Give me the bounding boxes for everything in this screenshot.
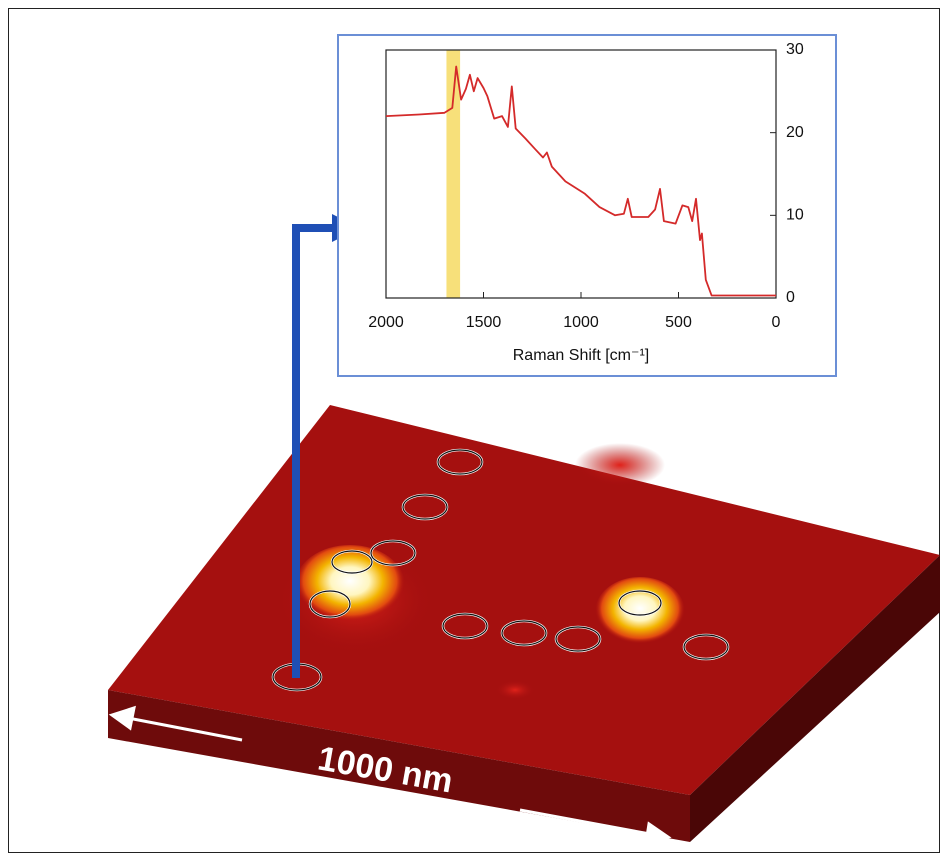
y-tick-label: 0 bbox=[786, 289, 795, 306]
x-tick-label: 2000 bbox=[368, 314, 404, 331]
y-tick-label: 30 bbox=[786, 41, 804, 58]
y-tick-label: 10 bbox=[786, 207, 804, 224]
x-tick-label: 1500 bbox=[466, 314, 502, 331]
x-tick-label: 500 bbox=[665, 314, 692, 331]
x-tick-label: 0 bbox=[772, 314, 781, 331]
highlight-band bbox=[446, 50, 460, 298]
x-axis-label: Raman Shift [cm⁻¹] bbox=[513, 347, 649, 364]
x-tick-label: 1000 bbox=[563, 314, 599, 331]
figure: 1000 nm 01020302000150010005000 Raman Sh… bbox=[0, 0, 948, 861]
y-tick-label: 20 bbox=[786, 124, 804, 141]
afm-surface bbox=[108, 405, 940, 843]
